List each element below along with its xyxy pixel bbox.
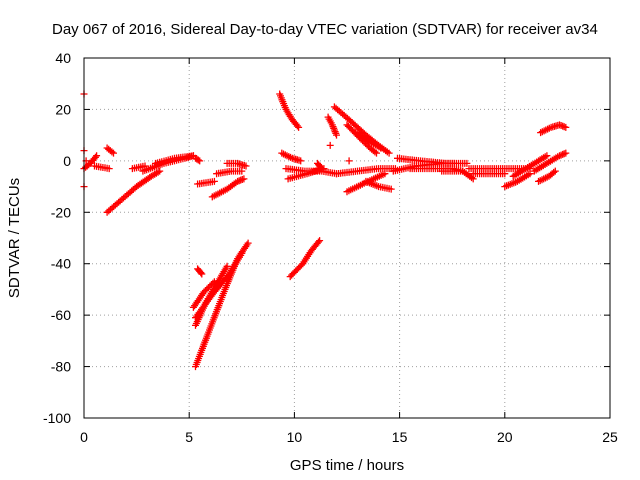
data-track-4 — [128, 162, 149, 173]
ticks-layer: 0 5 10 15 20 25 -100 -80 -60 -40 -20 0 20 40 — [43, 50, 618, 445]
data-track-28 — [345, 157, 353, 165]
chart-title: Day 067 of 2016, Sidereal Day-to-day VTE… — [52, 21, 598, 38]
data-track-39 — [509, 152, 551, 180]
data-track-1 — [91, 162, 113, 173]
data-track-29 — [333, 165, 399, 178]
x-tick-label: 20 — [497, 429, 513, 445]
data-track-9 — [192, 249, 246, 322]
data-track-21 — [286, 237, 324, 281]
x-tick-label: 0 — [80, 429, 88, 445]
y-tick-label: -60 — [51, 307, 71, 323]
data-track-10 — [189, 278, 218, 311]
data-track-15 — [213, 167, 246, 178]
plot-frame — [83, 57, 611, 419]
data-track-26 — [343, 121, 380, 157]
data-track-14 — [208, 175, 248, 201]
data-track-23 — [326, 141, 334, 149]
x-tick-label: 15 — [392, 429, 408, 445]
y-tick-label: 20 — [55, 101, 71, 117]
data-track-12 — [192, 154, 204, 165]
y-tick-label: 40 — [55, 50, 71, 66]
y-tick-label: -80 — [51, 359, 71, 375]
data-track-24 — [324, 113, 340, 139]
data-track-33 — [394, 154, 471, 167]
data-track-17 — [276, 90, 303, 131]
data-track-37 — [469, 170, 509, 178]
data-track-35 — [438, 167, 477, 183]
data-track-42 — [537, 121, 570, 137]
y-tick-label: -40 — [51, 256, 71, 272]
x-tick-label: 10 — [287, 429, 303, 445]
data-track-18 — [278, 149, 305, 165]
x-tick-label: 25 — [602, 429, 618, 445]
data-track-3 — [103, 167, 164, 216]
data-track-38 — [501, 170, 534, 191]
data-track-27 — [351, 129, 385, 152]
data-track-7 — [192, 239, 252, 371]
data-track-16 — [223, 159, 250, 170]
data-track-31 — [362, 177, 395, 193]
data-track-22 — [314, 159, 326, 173]
data-track-11 — [194, 265, 206, 278]
data-track-41 — [535, 167, 559, 185]
x-axis-label: GPS time / hours — [290, 457, 404, 474]
data-track-2 — [103, 144, 117, 157]
x-tick-label: 5 — [185, 429, 193, 445]
data-track-40 — [530, 149, 570, 175]
grid-layer — [84, 58, 610, 418]
data-track-13 — [194, 177, 218, 188]
y-tick-label: -20 — [51, 204, 71, 220]
data-layer — [80, 90, 570, 371]
data-track-6 — [152, 152, 197, 167]
y-tick-label: 0 — [63, 153, 71, 169]
y-axis-label: SDTVAR / TECUs — [6, 178, 23, 298]
y-tick-label: -100 — [43, 410, 71, 426]
